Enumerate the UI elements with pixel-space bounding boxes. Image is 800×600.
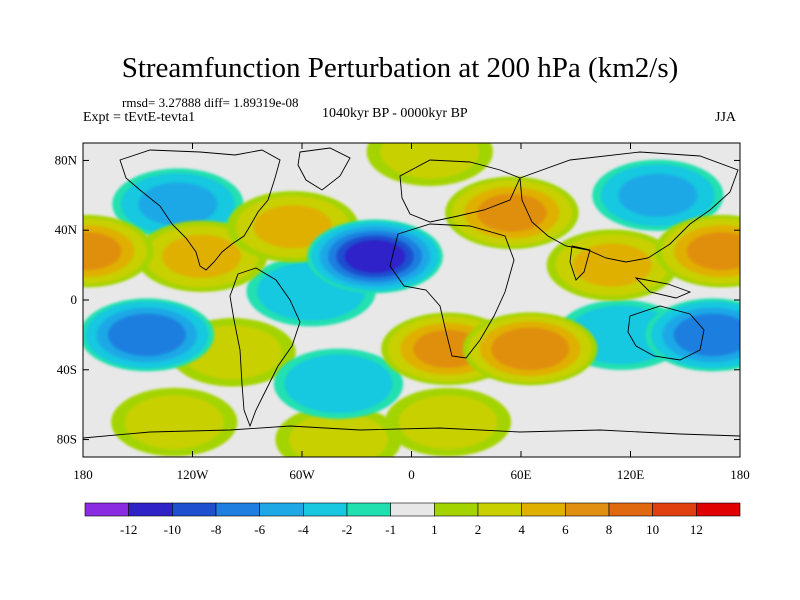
colorbar-swatch xyxy=(346,502,391,517)
colorbar-label: -8 xyxy=(211,522,222,537)
colorbar-label: 8 xyxy=(606,522,613,537)
coastlines xyxy=(83,147,740,439)
colorbar-swatch xyxy=(521,502,566,517)
colorbar: -12 -10 -8 -6 -4 -2 -1 1 2 4 6 8 10 12 xyxy=(84,502,741,537)
lon-tick-label: 180 xyxy=(73,467,93,482)
axis-ticks: 80N 40N 0 40S 80S 180 120W 60W 0 60E 120E 180 xyxy=(55,143,750,482)
lat-tick-label: 0 xyxy=(71,292,78,307)
lon-tick-label: 120W xyxy=(177,467,210,482)
colorbar-label: -1 xyxy=(385,522,396,537)
colorbar-swatch xyxy=(608,502,653,517)
colorbar-label: -2 xyxy=(342,522,353,537)
colorbar-swatch xyxy=(259,502,304,517)
contour-shell xyxy=(289,412,388,457)
lon-tick-label: 180 xyxy=(730,467,750,482)
contour-shell xyxy=(572,243,652,287)
colorbar-label: 6 xyxy=(562,522,569,537)
experiment-label: Expt = tEvtE-tevta1 xyxy=(83,110,196,125)
colorbar-label: 1 xyxy=(431,522,438,537)
colorbar-swatch xyxy=(172,502,217,517)
contour-shell xyxy=(162,234,242,278)
contour-shell xyxy=(477,193,547,232)
lat-tick-label: 40N xyxy=(55,222,78,237)
contour-shell xyxy=(673,313,740,357)
map-title: Streamfunction Perturbation at 200 hPa (… xyxy=(121,52,679,84)
colorbar-swatch xyxy=(652,502,697,517)
colorbar-swatch xyxy=(215,502,260,517)
contour-shell xyxy=(686,232,740,271)
contour-shell xyxy=(107,313,186,357)
lon-tick-label: 60W xyxy=(289,467,315,482)
period-label: 1040kyr BP - 0000kyr BP xyxy=(322,106,468,121)
lon-tick-label: 0 xyxy=(408,467,415,482)
colorbar-label: -12 xyxy=(120,522,137,537)
colorbar-label: 10 xyxy=(646,522,659,537)
colorbar-label: -4 xyxy=(298,522,309,537)
lon-tick-label: 60E xyxy=(511,467,532,482)
colorbar-swatch xyxy=(477,502,522,517)
contour-shell xyxy=(380,143,480,179)
colorbar-label: 4 xyxy=(518,522,525,537)
contour-shell xyxy=(284,354,393,414)
contour-shell xyxy=(253,205,333,249)
contour-shell xyxy=(124,395,224,449)
lon-tick-label: 120E xyxy=(617,467,645,482)
lat-tick-label: 80S xyxy=(57,432,77,447)
contour-shell xyxy=(618,173,698,217)
colorbar-label: 12 xyxy=(690,522,703,537)
contour-shell xyxy=(344,239,406,273)
colorbar-swatch xyxy=(434,502,479,517)
contour-shell xyxy=(83,232,122,271)
colorbar-swatch xyxy=(303,502,348,517)
lat-tick-label: 40S xyxy=(57,362,77,377)
colorbar-swatch xyxy=(128,502,173,517)
contour-shell xyxy=(138,182,218,226)
colorbar-label: -6 xyxy=(254,522,265,537)
rmsd-diff-stats: rmsd= 3.27888 diff= 1.89319e-08 xyxy=(122,95,299,110)
colorbar-swatch xyxy=(84,502,129,517)
colorbar-label: 2 xyxy=(475,522,482,537)
colorbar-swatch xyxy=(390,502,435,517)
contour-field xyxy=(83,143,740,457)
colorbar-label: -10 xyxy=(164,522,181,537)
contour-shell xyxy=(398,395,498,449)
contour-shell xyxy=(491,327,570,371)
colorbar-swatch xyxy=(565,502,610,517)
lat-tick-label: 80N xyxy=(55,152,78,167)
season-label: JJA xyxy=(715,110,737,125)
colorbar-swatch xyxy=(696,502,741,517)
